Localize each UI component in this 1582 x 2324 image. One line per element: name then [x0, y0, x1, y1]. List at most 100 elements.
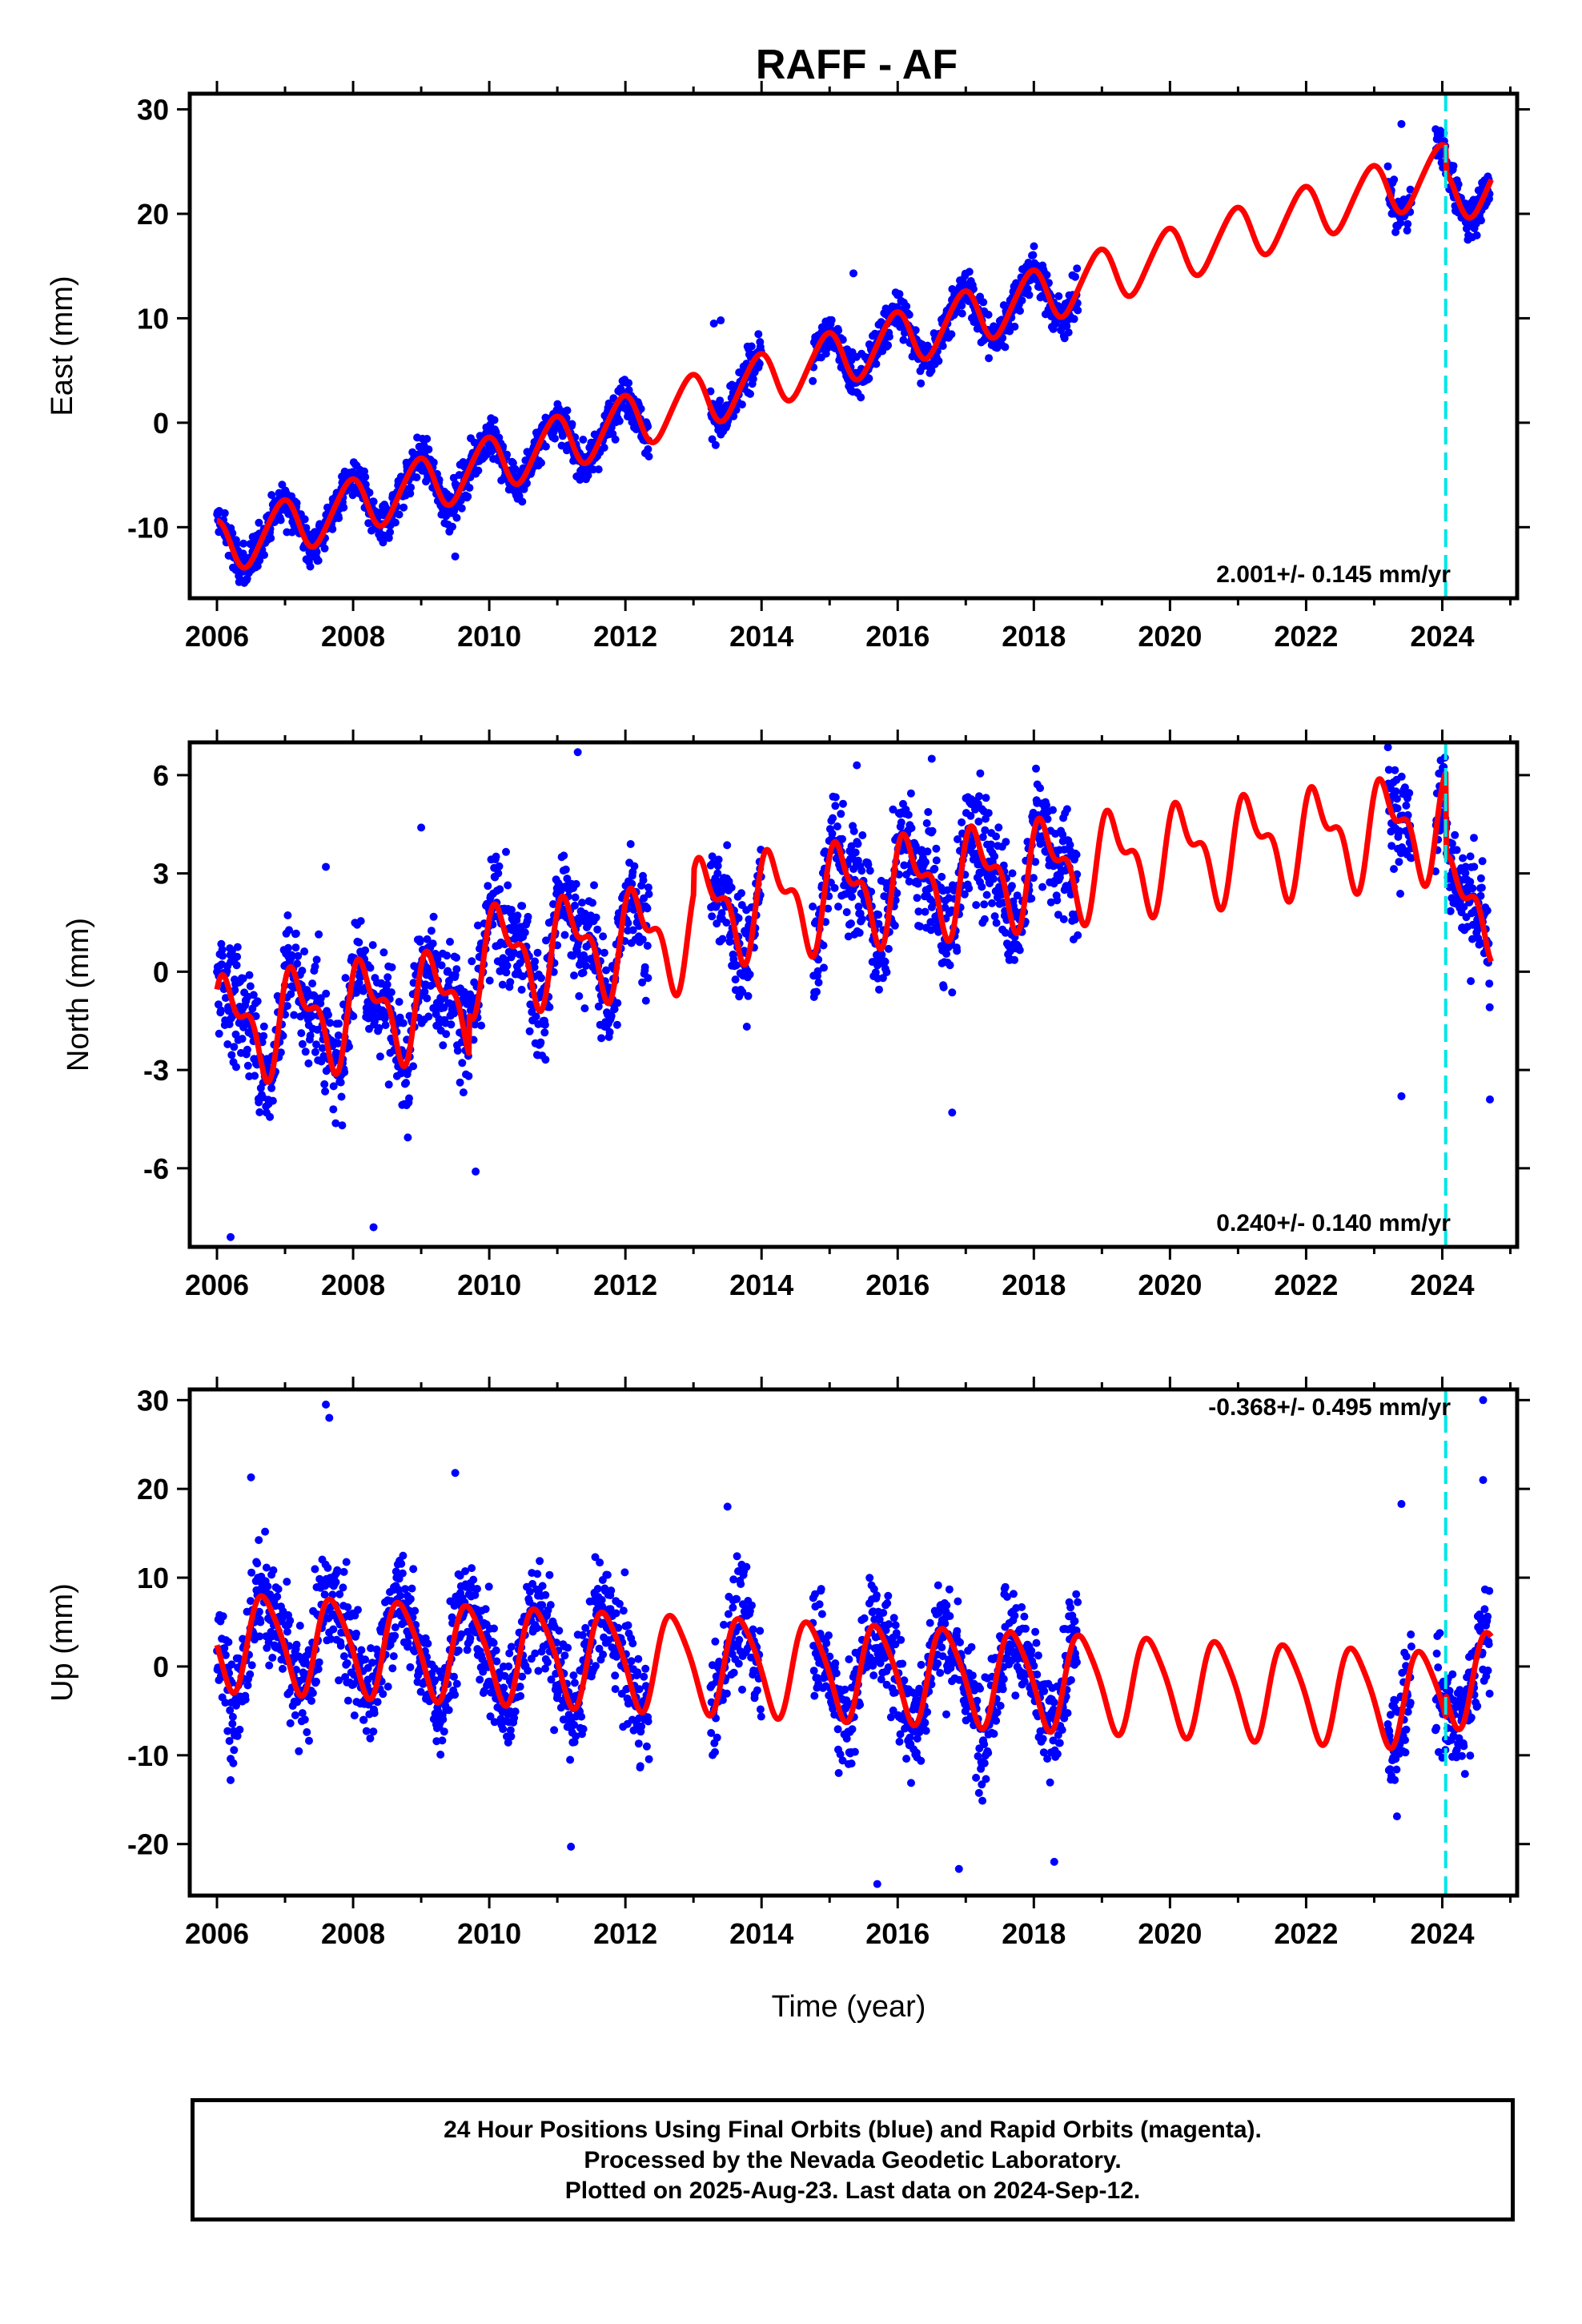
data-point	[847, 842, 856, 850]
data-point	[495, 862, 504, 870]
data-point	[391, 1631, 400, 1640]
data-point	[334, 1039, 343, 1047]
data-point	[1074, 306, 1082, 315]
data-point	[1064, 328, 1073, 337]
data-point	[1073, 264, 1082, 273]
data-point	[406, 1594, 415, 1603]
data-point	[747, 342, 756, 351]
data-point	[1032, 764, 1040, 773]
data-point	[290, 1011, 299, 1019]
data-point	[221, 1651, 230, 1659]
data-point	[304, 1059, 313, 1068]
data-point	[218, 945, 227, 954]
data-point	[602, 966, 610, 975]
data-point	[711, 440, 720, 449]
data-point	[575, 991, 584, 1000]
data-point	[1058, 830, 1067, 839]
data-point	[746, 389, 754, 398]
data-point	[395, 510, 404, 519]
data-point	[922, 819, 931, 827]
data-point	[881, 957, 889, 966]
data-point	[874, 919, 883, 928]
data-point	[239, 539, 248, 548]
data-point	[400, 503, 408, 512]
data-point	[338, 1121, 347, 1130]
data-point	[960, 890, 969, 899]
data-point	[308, 1689, 317, 1698]
data-point-outlier	[227, 1232, 235, 1241]
data-point	[872, 360, 881, 368]
data-point	[450, 1009, 459, 1018]
data-point	[221, 1699, 230, 1707]
data-point	[399, 1551, 408, 1560]
data-point	[1459, 854, 1468, 862]
data-point	[916, 922, 925, 931]
data-point	[917, 379, 926, 388]
data-point	[925, 884, 934, 893]
data-point	[476, 1675, 484, 1684]
data-point	[839, 799, 847, 808]
data-point	[1060, 334, 1069, 343]
data-point	[568, 420, 576, 428]
data-point	[593, 1585, 602, 1593]
data-point	[571, 901, 579, 910]
north-y-axis-label: North (mm)	[62, 918, 95, 1072]
data-point	[361, 946, 370, 955]
data-point	[1049, 806, 1057, 814]
data-point	[1485, 1003, 1494, 1011]
data-point	[1476, 874, 1485, 883]
data-point	[1072, 850, 1081, 859]
data-point	[1054, 911, 1062, 919]
data-point	[713, 862, 722, 870]
data-point	[1403, 219, 1412, 228]
data-point	[384, 1080, 393, 1089]
data-point	[930, 864, 939, 873]
data-point	[312, 548, 321, 557]
data-point	[938, 342, 947, 350]
x-tick-label: 2012	[593, 620, 657, 653]
data-point	[612, 1020, 621, 1029]
data-point-outlier	[1485, 1095, 1494, 1104]
data-point	[1054, 292, 1063, 300]
data-point	[465, 484, 474, 493]
data-point	[1466, 878, 1475, 887]
data-point	[626, 840, 635, 848]
data-point	[546, 1601, 555, 1610]
data-point	[590, 881, 598, 890]
data-point-outlier	[927, 754, 936, 763]
data-point	[259, 1031, 268, 1040]
data-point	[563, 406, 572, 415]
data-point	[224, 1638, 233, 1647]
data-point	[262, 1563, 271, 1572]
data-point	[369, 1727, 378, 1736]
x-tick-label: 2008	[321, 1269, 385, 1301]
data-point	[848, 893, 857, 901]
data-point	[464, 1072, 473, 1080]
data-point	[942, 950, 951, 958]
data-point	[865, 374, 873, 383]
data-point	[507, 1642, 516, 1651]
data-point	[968, 842, 977, 850]
data-point	[266, 1112, 275, 1121]
data-point	[437, 961, 446, 970]
data-point	[717, 909, 726, 918]
data-point	[379, 948, 388, 957]
data-point	[274, 1585, 283, 1594]
data-point	[1472, 231, 1481, 239]
data-point	[381, 1021, 390, 1030]
data-point	[320, 544, 329, 553]
data-point	[954, 835, 962, 843]
data-point	[518, 497, 527, 506]
data-point	[255, 1632, 264, 1641]
data-point	[305, 1736, 313, 1745]
data-point	[819, 941, 828, 950]
data-point	[1060, 845, 1069, 854]
data-point	[329, 1625, 338, 1634]
data-point	[307, 1011, 316, 1020]
data-point	[311, 1047, 319, 1056]
data-point	[857, 393, 865, 402]
data-point	[492, 1646, 500, 1655]
data-point	[298, 967, 307, 975]
data-point	[532, 1012, 540, 1021]
data-point	[593, 925, 602, 934]
